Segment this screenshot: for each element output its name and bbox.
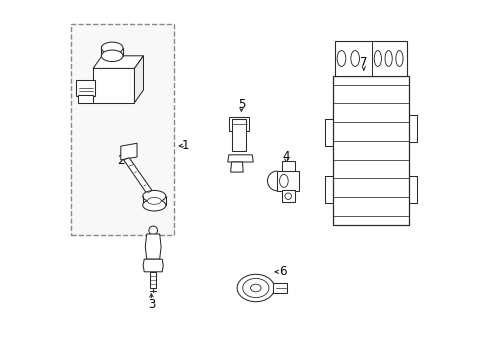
Bar: [273, 283, 287, 293]
Text: 4: 4: [283, 150, 290, 163]
Ellipse shape: [280, 175, 288, 187]
Polygon shape: [121, 143, 137, 160]
Bar: [76, 80, 95, 96]
Ellipse shape: [243, 278, 269, 298]
Text: 7: 7: [360, 57, 368, 69]
Text: 3: 3: [147, 298, 155, 311]
Ellipse shape: [385, 50, 392, 66]
Ellipse shape: [237, 274, 274, 302]
Bar: [232, 119, 246, 151]
Ellipse shape: [250, 284, 261, 292]
Ellipse shape: [143, 190, 166, 202]
Bar: [277, 171, 299, 191]
Bar: [333, 76, 409, 225]
Ellipse shape: [374, 50, 381, 66]
Polygon shape: [134, 56, 144, 103]
Ellipse shape: [285, 193, 292, 199]
Ellipse shape: [101, 50, 123, 62]
Polygon shape: [93, 56, 144, 68]
Bar: [229, 117, 248, 131]
Bar: [282, 190, 294, 202]
Polygon shape: [143, 259, 163, 272]
Bar: [335, 41, 407, 76]
Ellipse shape: [147, 197, 161, 204]
Ellipse shape: [396, 50, 403, 66]
Text: 1: 1: [182, 139, 189, 152]
Text: 5: 5: [238, 98, 245, 111]
Text: 2: 2: [117, 154, 124, 167]
Polygon shape: [228, 155, 253, 162]
Bar: [77, 95, 93, 103]
Ellipse shape: [143, 199, 166, 211]
Bar: [71, 24, 174, 235]
Ellipse shape: [101, 42, 123, 54]
Polygon shape: [145, 234, 161, 259]
Ellipse shape: [337, 50, 346, 66]
Polygon shape: [231, 162, 243, 172]
Bar: [150, 272, 156, 288]
Text: 6: 6: [279, 265, 287, 278]
Ellipse shape: [351, 50, 360, 66]
Polygon shape: [123, 158, 157, 200]
Bar: [282, 161, 294, 171]
Bar: [93, 68, 134, 103]
Ellipse shape: [149, 226, 157, 235]
